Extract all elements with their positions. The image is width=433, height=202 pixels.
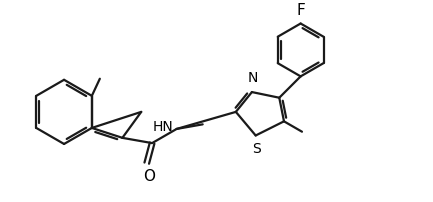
- Text: N: N: [248, 72, 258, 85]
- Text: O: O: [142, 169, 155, 184]
- Text: S: S: [252, 142, 261, 156]
- Text: HN: HN: [153, 120, 174, 134]
- Text: F: F: [296, 3, 305, 18]
